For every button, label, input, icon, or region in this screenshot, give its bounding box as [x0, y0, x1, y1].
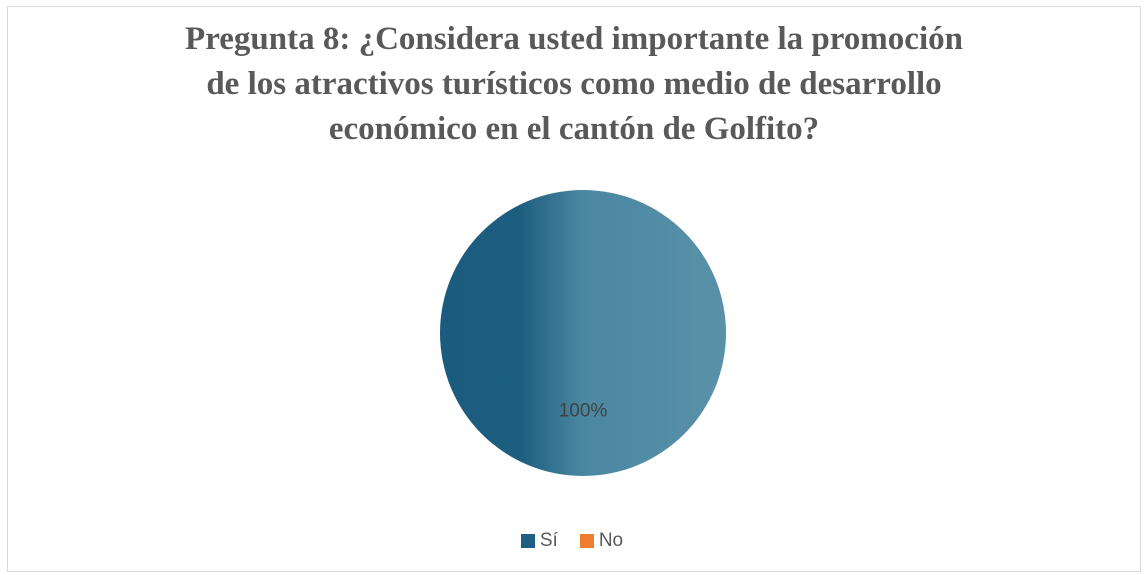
legend-swatch-2 — [579, 534, 594, 548]
legend-swatch-1 — [520, 534, 535, 548]
chart-title-line-1: Pregunta 8: ¿Considera usted importante … — [185, 21, 963, 57]
chart-legend: Sí No — [0, 530, 1144, 552]
pie-data-labels: 100% — [559, 401, 608, 422]
chart-area: Pregunta 8: ¿Considera usted importante … — [7, 6, 1141, 572]
chart-title-line-3: económico en el cantón de Golfito? — [328, 111, 820, 147]
legend-item-2: No — [579, 530, 624, 552]
chart-title-line-2: de los atractivos turísticos como medio … — [206, 66, 942, 102]
legend-label-2: No — [598, 530, 624, 551]
pie-data-label-1: 100% — [559, 401, 608, 422]
pie-slice-1 — [440, 190, 726, 476]
pie-slices — [440, 190, 726, 476]
legend-label-1: Sí — [539, 530, 558, 551]
legend-item-1: Sí — [520, 530, 558, 552]
chart-title: Pregunta 8: ¿Considera usted importante … — [8, 17, 1140, 152]
